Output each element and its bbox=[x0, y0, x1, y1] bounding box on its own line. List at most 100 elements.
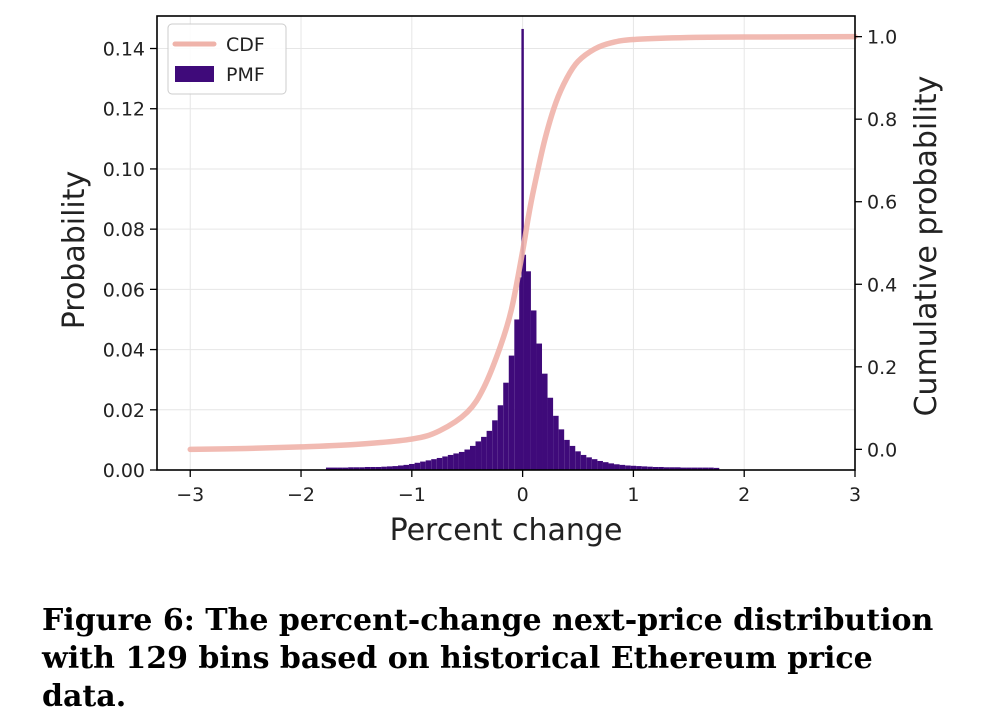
pmf-bar bbox=[375, 466, 382, 470]
y-tick-label: 0.14 bbox=[103, 39, 145, 61]
pmf-bar bbox=[542, 373, 548, 470]
y2-tick-label: 0.6 bbox=[867, 192, 897, 214]
pmf-bar bbox=[492, 420, 498, 470]
x-tick-label: 1 bbox=[627, 484, 639, 506]
pmf-bar bbox=[403, 464, 410, 470]
y-tick-label: 0.04 bbox=[103, 340, 145, 362]
pmf-bar bbox=[331, 467, 338, 470]
plot-frame bbox=[156, 15, 856, 471]
y2-tick-label: 0.4 bbox=[867, 274, 897, 296]
pmf-bar bbox=[364, 466, 371, 470]
pmf-bar bbox=[602, 462, 609, 470]
y2-axis-title: Cumulative probability bbox=[909, 76, 944, 417]
pmf-bar bbox=[519, 277, 522, 470]
y2-tick-label: 1.0 bbox=[867, 27, 897, 49]
pmf-bar bbox=[503, 382, 509, 470]
pmf-bar bbox=[442, 456, 448, 470]
pmf-bar bbox=[530, 310, 537, 470]
pmf-bar bbox=[647, 466, 653, 470]
legend-pmf-swatch bbox=[175, 66, 214, 82]
pmf-bar bbox=[420, 461, 426, 470]
pmf-bar bbox=[381, 466, 387, 470]
pmf-bar bbox=[663, 467, 670, 470]
x-axis-title: Percent change bbox=[390, 513, 623, 548]
y-tick-label: 0.10 bbox=[103, 159, 145, 181]
pmf-bar bbox=[702, 467, 709, 470]
pmf-bar bbox=[523, 254, 527, 470]
pmf-bar bbox=[591, 459, 598, 470]
pmf-bar bbox=[486, 430, 493, 470]
pmf-bar bbox=[658, 466, 664, 470]
pmf-bar bbox=[680, 467, 687, 470]
x-tick-label: −1 bbox=[398, 484, 426, 506]
pmf-bar bbox=[453, 453, 459, 470]
pmf-bar bbox=[619, 464, 626, 470]
pmf-bar bbox=[325, 467, 332, 470]
legend-pmf-label: PMF bbox=[226, 64, 265, 86]
pmf-bar bbox=[713, 467, 720, 470]
pmf-bar bbox=[564, 439, 570, 470]
pmf-bar bbox=[353, 467, 360, 470]
pmf-bar bbox=[686, 467, 692, 470]
y-tick-label: 0.08 bbox=[103, 219, 145, 241]
axes: −3 −2 −1 0 1 2 3 0.00 0.02 0.04 0.06 0.08 0.10 0.12 0.… bbox=[103, 27, 898, 506]
y-tick-label: 0.02 bbox=[103, 400, 145, 422]
pmf-bar bbox=[370, 466, 376, 470]
pmf-bar bbox=[553, 415, 559, 470]
pmf-bar bbox=[614, 464, 620, 470]
pmf-bar bbox=[569, 445, 576, 470]
pmf-bar bbox=[497, 405, 504, 470]
pmf-bar bbox=[431, 459, 437, 470]
pmf-bar bbox=[597, 460, 603, 470]
pmf-bar bbox=[608, 463, 615, 470]
pmf-bar bbox=[691, 467, 698, 470]
pmf-bar bbox=[386, 466, 393, 470]
legend-cdf-label: CDF bbox=[226, 34, 265, 56]
cdf-series bbox=[187, 33, 858, 453]
pmf-bar bbox=[447, 454, 454, 470]
pmf-bar bbox=[359, 467, 365, 470]
y2-tick-label: 0.8 bbox=[867, 109, 897, 131]
figure-caption: Figure 6: The percent-change next-price … bbox=[42, 603, 934, 714]
pmf-bar bbox=[458, 451, 465, 470]
pmf-bar bbox=[674, 467, 681, 470]
pmf-bar bbox=[586, 457, 592, 470]
pmf-bar bbox=[652, 466, 659, 470]
legend: CDF PMF bbox=[167, 23, 287, 95]
pmf-bar bbox=[469, 445, 476, 470]
x-tick-label: −3 bbox=[176, 484, 204, 506]
x-tick-label: 3 bbox=[849, 484, 861, 506]
x-tick-label: 2 bbox=[738, 484, 750, 506]
y-axis-title: Probability bbox=[57, 171, 92, 330]
y-tick-label: 0.00 bbox=[103, 460, 145, 482]
y2-tick-label: 0.0 bbox=[867, 439, 897, 461]
pmf-bar bbox=[625, 465, 631, 470]
cdf-line bbox=[187, 33, 858, 453]
pmf-bar bbox=[547, 397, 554, 470]
pmf-bar bbox=[525, 271, 531, 470]
pmf-bar bbox=[464, 449, 470, 470]
grid bbox=[157, 16, 856, 471]
x-tick-label: 0 bbox=[517, 484, 529, 506]
y2-tick-label: 0.2 bbox=[867, 357, 897, 379]
pmf-bar bbox=[641, 466, 648, 470]
pmf-bar bbox=[697, 467, 703, 470]
y-tick-label: 0.12 bbox=[103, 99, 145, 121]
pmf-bar bbox=[392, 466, 398, 470]
pmf-bar bbox=[348, 467, 354, 470]
pmf-bar bbox=[436, 457, 443, 470]
pmf-bar bbox=[397, 465, 404, 470]
pmf-bar bbox=[481, 436, 487, 470]
pmf-bar bbox=[514, 319, 520, 470]
pmf-bar bbox=[536, 343, 543, 470]
pmf-bar bbox=[409, 463, 415, 470]
pmf-bar bbox=[508, 355, 515, 470]
chart: −3 −2 −1 0 1 2 3 0.00 0.02 0.04 0.06 0.08 0.10 0.12 0.… bbox=[57, 15, 944, 548]
pmf-bar bbox=[669, 467, 675, 470]
pmf-bar bbox=[575, 451, 581, 470]
pmf-bar bbox=[558, 429, 565, 470]
pmf-bar bbox=[580, 454, 587, 470]
pmf-bar bbox=[425, 460, 432, 470]
pmf-bar bbox=[414, 462, 421, 470]
pmf-bar bbox=[708, 467, 714, 470]
